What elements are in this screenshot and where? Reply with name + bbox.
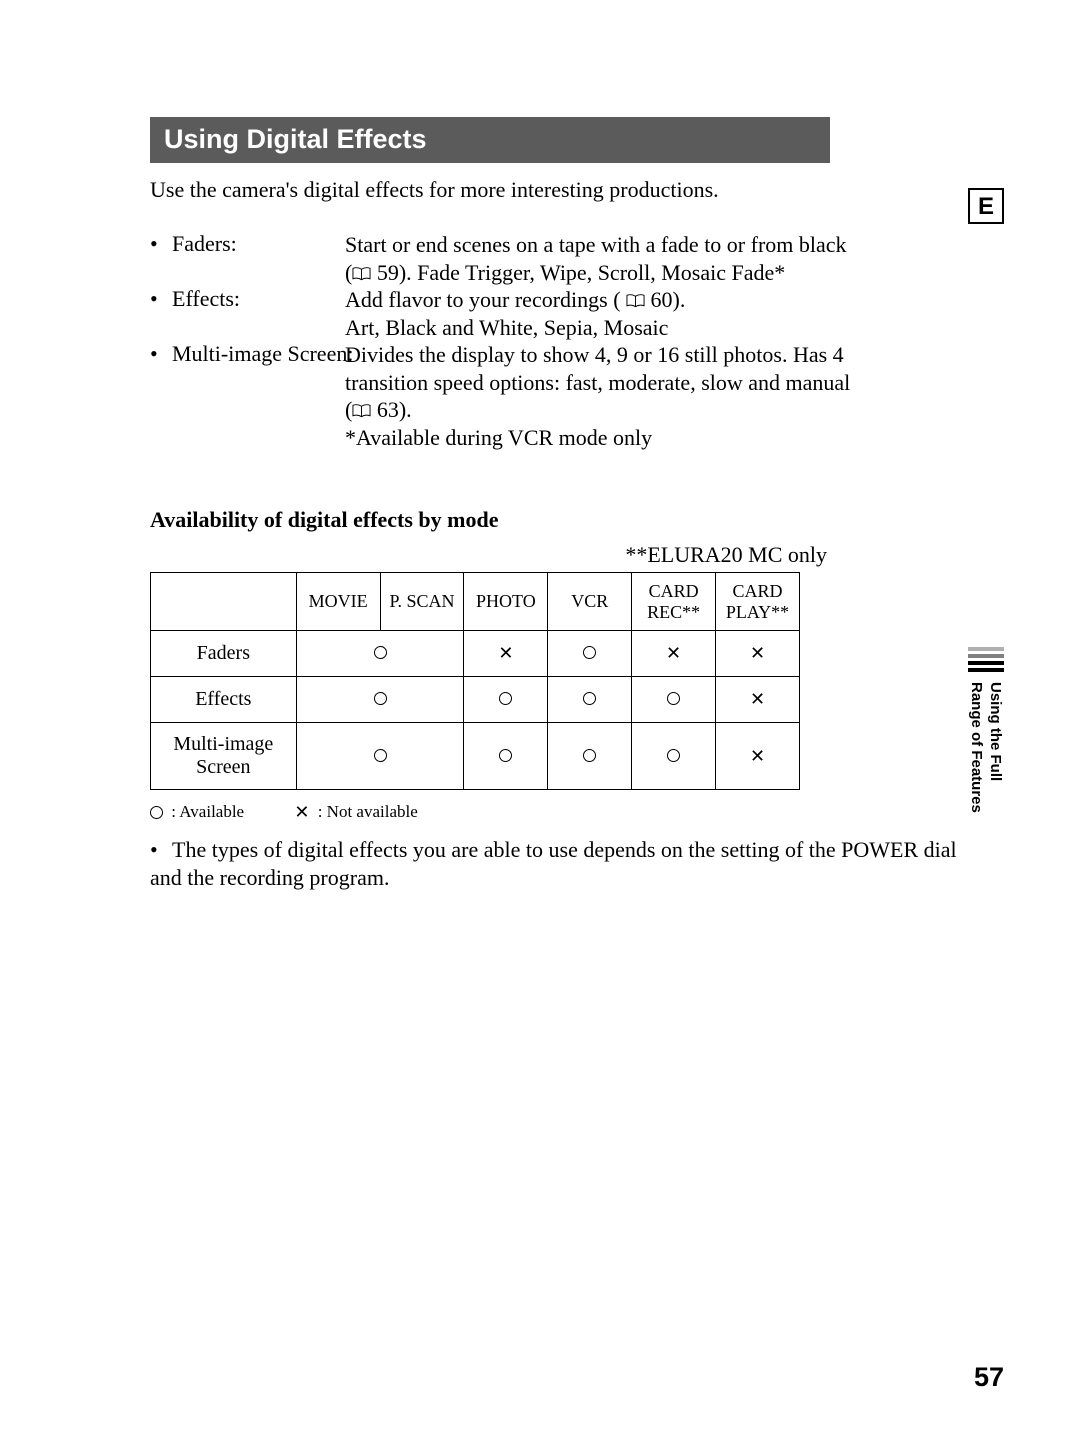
row-label: Faders (151, 631, 297, 677)
not-available-icon: ✕ (666, 644, 681, 662)
book-icon (626, 294, 645, 308)
cell: ✕ (464, 631, 548, 677)
table-header-row: MOVIE P. SCAN PHOTO VCR CARDREC** CARDPL… (151, 573, 800, 631)
col-vcr: VCR (548, 573, 632, 631)
available-icon (374, 646, 387, 659)
col-pscan: P. SCAN (380, 573, 464, 631)
def-line: Art, Black and White, Sepia, Mosaic (345, 315, 668, 340)
cell (464, 723, 548, 790)
available-icon (374, 749, 387, 762)
available-icon (667, 749, 680, 762)
availability-subheading: Availability of digital effects by mode (150, 507, 975, 533)
def-multiimage: Multi-image Screen: Divides the display … (150, 341, 975, 451)
book-ref: 60 (651, 287, 673, 312)
book-ref: 63 (377, 397, 399, 422)
row-label: Multi-imageScreen (151, 723, 297, 790)
side-tab-label: Range of Features Using the Full (968, 682, 1004, 813)
def-line: transition speed options: fast, moderate… (345, 370, 850, 395)
cell (296, 677, 464, 723)
bar-icon (968, 654, 1004, 658)
side-tab-line2: Range of Features (968, 682, 985, 813)
page-number: 57 (974, 1362, 1004, 1393)
table-row: Effects ✕ (151, 677, 800, 723)
book-ref: 59 (377, 260, 399, 285)
col-photo: PHOTO (464, 573, 548, 631)
table-legend: : Available ✕ : Not available (150, 802, 975, 822)
def-line: Start or end scenes on a tape with a fad… (345, 232, 847, 257)
available-icon (499, 692, 512, 705)
side-tab-bars (968, 647, 1004, 672)
available-icon (583, 646, 596, 659)
available-icon (499, 749, 512, 762)
book-icon (352, 267, 371, 281)
cell (632, 723, 716, 790)
available-icon (583, 749, 596, 762)
table-corner (151, 573, 297, 631)
bar-icon (968, 668, 1004, 672)
language-indicator: E (968, 188, 1004, 224)
book-icon (352, 404, 371, 418)
outro-text: The types of digital effects you are abl… (150, 837, 957, 890)
side-tab-line1: Using the Full (987, 682, 1004, 813)
intro-text: Use the camera's digital effects for mor… (150, 177, 975, 203)
table-row: Multi-imageScreen ✕ (151, 723, 800, 790)
cell (548, 631, 632, 677)
cell (548, 723, 632, 790)
row-label: Effects (151, 677, 297, 723)
def-faders: Faders: Start or end scenes on a tape wi… (150, 231, 975, 286)
available-icon (583, 692, 596, 705)
def-desc: Divides the display to show 4, 9 or 16 s… (345, 341, 975, 451)
section-header: Using Digital Effects (150, 117, 830, 163)
outro-note: •The types of digital effects you are ab… (150, 836, 975, 891)
col-movie: MOVIE (296, 573, 380, 631)
availability-table: MOVIE P. SCAN PHOTO VCR CARDREC** CARDPL… (150, 572, 800, 790)
cell: ✕ (716, 677, 800, 723)
available-icon (150, 806, 163, 819)
legend-not-available: : Not available (318, 802, 418, 821)
cell: ✕ (632, 631, 716, 677)
not-available-icon: ✕ (750, 747, 765, 765)
cell (296, 631, 464, 677)
table-row: Faders ✕ ✕ ✕ (151, 631, 800, 677)
available-icon (374, 692, 387, 705)
cell: ✕ (716, 631, 800, 677)
cell (632, 677, 716, 723)
bullet-icon: • (150, 836, 172, 864)
cell (548, 677, 632, 723)
def-desc: Start or end scenes on a tape with a fad… (345, 231, 975, 286)
bar-icon (968, 647, 1004, 651)
bar-icon (968, 661, 1004, 665)
def-effects: Effects: Add flavor to your recordings (… (150, 286, 975, 341)
cell (464, 677, 548, 723)
legend-available: : Available (171, 802, 244, 821)
cell (296, 723, 464, 790)
model-note: **ELURA20 MC only (150, 542, 975, 568)
cell: ✕ (716, 723, 800, 790)
not-available-icon: ✕ (750, 644, 765, 662)
col-cardplay: CARDPLAY** (716, 573, 800, 631)
def-term: Faders: (150, 231, 345, 286)
not-available-icon: ✕ (294, 803, 309, 821)
def-term: Multi-image Screen: (150, 341, 345, 451)
col-cardrec: CARDREC** (632, 573, 716, 631)
not-available-icon: ✕ (750, 690, 765, 708)
def-line: Divides the display to show 4, 9 or 16 s… (345, 342, 844, 367)
section-side-tab: Range of Features Using the Full (968, 647, 1004, 813)
def-line: *Available during VCR mode only (345, 425, 652, 450)
def-desc: Add flavor to your recordings ( 60). Art… (345, 286, 975, 341)
definition-list: Faders: Start or end scenes on a tape wi… (150, 231, 975, 451)
available-icon (667, 692, 680, 705)
not-available-icon: ✕ (498, 644, 513, 662)
def-term: Effects: (150, 286, 345, 341)
